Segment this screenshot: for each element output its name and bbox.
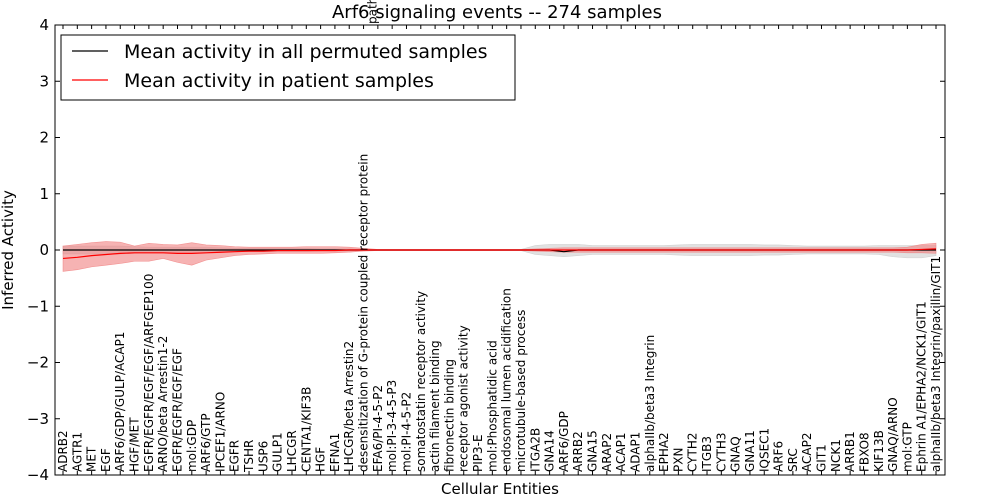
category-label: CYTH3 [714, 433, 728, 473]
y-tick-label: 3 [39, 72, 49, 90]
category-label: PIP3-E [471, 434, 485, 472]
category-label: GULP1 [271, 432, 285, 472]
category-label: endosomal lumen acidification [500, 288, 514, 472]
category-label: desensitization of G-protein coupled rec… [357, 154, 371, 472]
category-label: ARF6 [772, 441, 786, 472]
chart-title: Arf6 signaling events -- 274 samples [332, 2, 662, 23]
category-label: GNA15 [586, 430, 600, 472]
y-tick-label: −4 [27, 466, 49, 484]
category-label: ITGA2B [528, 428, 542, 472]
legend: Mean activity in all permuted samples Me… [60, 34, 516, 101]
legend-label-patient: Mean activity in patient samples [124, 70, 434, 92]
category-label: ADRB2 [56, 430, 70, 472]
x-axis-ticks [62, 25, 937, 475]
category-label: MET [85, 446, 99, 472]
category-label: ARF6/GDP [557, 411, 571, 472]
category-label: USP6 [256, 441, 270, 472]
line-series-1 [62, 248, 937, 260]
legend-label-permuted: Mean activity in all permuted samples [124, 41, 487, 63]
category-label: EGFR [228, 440, 242, 472]
category-label: GNA11 [743, 430, 757, 472]
category-label: EFNA1 [328, 433, 342, 472]
category-label: microtubule-based process [514, 310, 528, 472]
category-label: GNAQ [729, 436, 743, 472]
category-label: IPCEF1/ARNO [213, 392, 227, 472]
category-label: EPHA2 [657, 432, 671, 472]
category-label: NCK1 [829, 439, 843, 472]
category-label: alphaIIb/beta3 Integrin [643, 335, 657, 472]
category-label: EFA6/PI-4-5-P2 [371, 385, 385, 472]
category-label: GNA14 [543, 430, 557, 472]
category-label: ARNO/beta Arrestin1-2 [156, 336, 170, 472]
y-tick-label: 2 [39, 129, 49, 147]
category-label: Ephrin A1/EPHA2/NCK1/GIT1 [915, 301, 929, 472]
category-label: CYTH2 [686, 433, 700, 473]
category-label: ARRB2 [571, 431, 585, 472]
category-label: actin filament binding [428, 340, 442, 472]
category-label: HGF [314, 447, 328, 472]
category-label: ARF6/GTP [199, 413, 213, 472]
category-label: receptor agonist activity [457, 325, 471, 472]
category-label: ARRB1 [843, 431, 857, 472]
category-label: FBXO8 [857, 432, 871, 472]
category-label: PXN [671, 448, 685, 472]
category-label: ITGB3 [700, 436, 714, 472]
y-axis-ticks: 4 3 2 1 0 −1 −2 −3 −4 [27, 16, 945, 484]
category-label: HGF/MET [128, 417, 142, 472]
y-tick-label: 4 [39, 16, 49, 34]
category-label: KIF13B [872, 430, 886, 472]
category-label: GNAQ/ARNO [886, 397, 900, 472]
y-tick-label: −1 [27, 297, 49, 315]
category-label: SRC [786, 448, 800, 472]
category-labels: ADRB2 AGTR1 MET EGF ARF6/GDP/GULP/ACAP1 HGF/M… [56, 0, 943, 473]
confidence-bands [62, 241, 937, 272]
category-label: mol:GTP [900, 422, 914, 472]
legend-box [60, 34, 516, 101]
category-label: GIT1 [815, 444, 829, 472]
category-label: ARAP2 [600, 433, 614, 472]
category-label: ACAP2 [800, 433, 814, 472]
y-tick-label: −3 [27, 410, 49, 428]
category-label: somatostatin receptor activity [414, 291, 428, 472]
y-tick-label: 1 [39, 185, 49, 203]
y-tick-label: 0 [39, 241, 49, 259]
category-label: mol:Phosphatidic acid [485, 340, 499, 472]
category-label: EGF [99, 448, 113, 472]
category-label: AGTR1 [70, 432, 84, 472]
category-label: alphaIIb/beta3 Integrin/paxillin/GIT1 [929, 256, 943, 472]
category-label-overflow: path [366, 0, 380, 24]
category-label: ACAP1 [614, 433, 628, 472]
category-label: ADAP1 [628, 432, 642, 472]
x-axis-label: Cellular Entities [441, 480, 559, 498]
y-tick-label: −2 [27, 354, 49, 372]
category-label: mol:PI-3-4-5-P3 [385, 380, 399, 472]
category-label: LHCGR [285, 430, 299, 472]
category-label: CENTA1/KIF3B [299, 387, 313, 472]
category-label: IQSEC1 [757, 428, 771, 472]
category-label: mol:PI-4-5-P2 [399, 392, 413, 472]
category-label: mol:GDP [185, 420, 199, 472]
category-label: fibronectin binding [442, 359, 456, 472]
category-label: TSHR [242, 440, 256, 473]
y-axis-label: Inferred Activity [0, 190, 17, 310]
category-label: EGFR/EGFR/EGF/EGF [170, 348, 184, 472]
category-label: LHCGR/beta Arrestin2 [342, 341, 356, 472]
series-lines [62, 248, 937, 260]
category-label: EGFR/EGFR/EGF/EGF/ARFGEP100 [142, 274, 156, 472]
band-series-1 [62, 241, 937, 272]
category-label: ARF6/GDP/GULP/ACAP1 [113, 332, 127, 472]
